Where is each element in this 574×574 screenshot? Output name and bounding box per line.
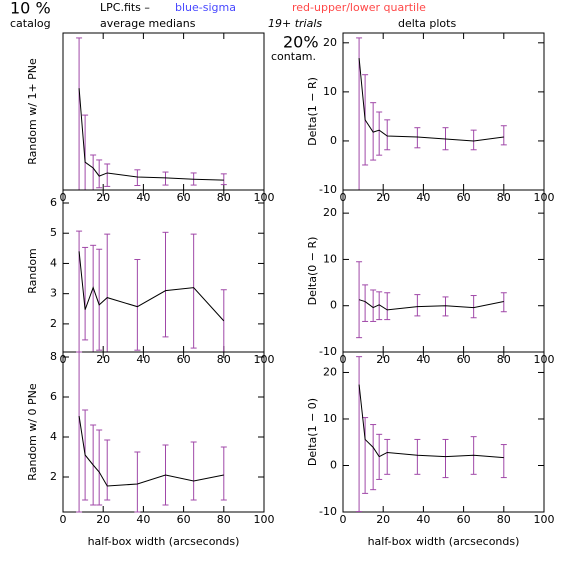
x-tick-label: 20 xyxy=(96,353,110,366)
x-tick-label: 60 xyxy=(177,513,191,526)
contam-label: contam. xyxy=(271,50,316,63)
x-tick-label: 0 xyxy=(60,513,67,526)
x-tick-label: 60 xyxy=(177,353,191,366)
trials: 19+ trials xyxy=(268,17,322,30)
y-tick-label: 6 xyxy=(50,196,57,209)
trials-contamination: 20% xyxy=(283,33,319,52)
x-tick-label: 100 xyxy=(254,513,275,526)
x-tick-label: 40 xyxy=(136,513,150,526)
x-tick-label: 80 xyxy=(497,353,511,366)
quartile-note: red-upper/lower quartile xyxy=(292,1,426,14)
y-tick-label: 5 xyxy=(50,226,57,239)
y-axis-label: Delta(0 − R) xyxy=(306,237,319,306)
x-tick-label: 100 xyxy=(534,513,555,526)
x-tick-label: 80 xyxy=(217,513,231,526)
sigma-note: blue-sigma xyxy=(175,1,236,14)
x-tick-label: 80 xyxy=(217,353,231,366)
median-line xyxy=(358,384,504,459)
median-line xyxy=(358,299,504,311)
x-tick-label: 40 xyxy=(416,353,430,366)
x-tick-label: 80 xyxy=(497,191,511,204)
x-tick-label: 20 xyxy=(376,513,390,526)
x-tick-label: 60 xyxy=(177,191,191,204)
y-tick-label: 4 xyxy=(50,256,57,269)
y-axis-label: Delta(1 − R) xyxy=(306,77,319,146)
y-tick-label: 2 xyxy=(50,317,57,330)
y-axis-label: Random w/ 1+ PNe xyxy=(26,58,39,165)
file-name: LPC.fits – xyxy=(100,1,150,14)
x-tick-label: 60 xyxy=(457,353,471,366)
plot-frame xyxy=(342,351,545,513)
x-tick-label: 60 xyxy=(457,513,471,526)
left-title: average medians xyxy=(100,17,196,30)
x-tick-label: 40 xyxy=(416,513,430,526)
x-tick-label: 60 xyxy=(457,191,471,204)
x-axis-label: half-box width (arcseconds) xyxy=(368,535,520,548)
y-tick-label: 2 xyxy=(50,470,57,483)
y-axis-label: Delta(1 − 0) xyxy=(306,398,319,466)
y-tick-label: -10 xyxy=(319,505,337,518)
y-tick-label: -10 xyxy=(319,183,337,196)
x-tick-label: 20 xyxy=(96,513,110,526)
y-axis-label: Random xyxy=(26,248,39,294)
y-tick-label: 10 xyxy=(323,252,337,265)
x-tick-label: 40 xyxy=(416,191,430,204)
x-axis-label: half-box width (arcseconds) xyxy=(88,535,240,548)
y-tick-label: 4 xyxy=(50,430,57,443)
y-tick-label: 20 xyxy=(323,36,337,49)
y-tick-label: 20 xyxy=(323,365,337,378)
catalog-contamination: 10 % xyxy=(10,0,51,18)
y-tick-label: 3 xyxy=(50,287,57,300)
y-tick-label: 10 xyxy=(323,85,337,98)
catalog-label: catalog xyxy=(10,17,51,30)
y-tick-label: 6 xyxy=(50,390,57,403)
y-tick-label: 8 xyxy=(50,350,57,363)
x-tick-label: 40 xyxy=(136,353,150,366)
median-line xyxy=(78,251,225,322)
median-line xyxy=(358,57,504,142)
y-axis-label: Random w/ 0 PNe xyxy=(26,383,39,481)
median-line xyxy=(78,88,224,181)
x-tick-label: 40 xyxy=(136,191,150,204)
x-tick-label: 80 xyxy=(497,513,511,526)
median-line xyxy=(78,415,224,487)
x-tick-label: 0 xyxy=(340,513,347,526)
y-tick-label: 0 xyxy=(330,134,337,147)
right-title: delta plots xyxy=(398,17,456,30)
y-tick-label: 0 xyxy=(330,299,337,312)
plot-frame xyxy=(62,351,265,513)
x-tick-label: 20 xyxy=(376,353,390,366)
x-tick-label: 20 xyxy=(96,191,110,204)
y-tick-label: -10 xyxy=(319,345,337,358)
x-tick-label: 80 xyxy=(217,191,231,204)
y-tick-label: 10 xyxy=(323,412,337,425)
x-tick-label: 20 xyxy=(376,191,390,204)
y-tick-label: 20 xyxy=(323,206,337,219)
y-tick-label: 0 xyxy=(330,458,337,471)
